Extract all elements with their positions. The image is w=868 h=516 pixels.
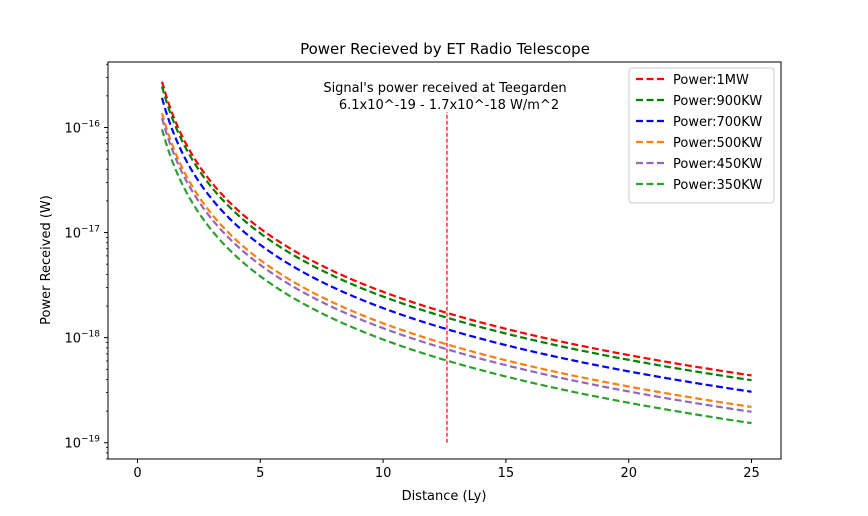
legend-label: Power:900KW	[673, 94, 762, 109]
x-tick-label: 20	[620, 466, 637, 481]
legend-label: Power:1MW	[673, 73, 749, 88]
annotation-line-1: Signal's power received at Teegarden	[323, 81, 566, 96]
x-axis-label: Distance (Ly)	[402, 489, 487, 504]
series-line-6	[160, 129, 752, 425]
series-line-5	[160, 117, 752, 413]
y-tick-label: 10−19	[64, 435, 100, 452]
series-line-3	[160, 97, 752, 393]
x-tick-label: 5	[256, 466, 264, 481]
series-line-1	[160, 81, 752, 377]
chart-title: Power Recieved by ET Radio Telescope	[300, 40, 590, 58]
x-tick-label: 0	[133, 466, 141, 481]
series-line-4	[160, 112, 752, 408]
axes-frame	[107, 61, 782, 460]
y-axis-label: Power Received (W)	[39, 195, 54, 325]
x-tick-label: 15	[498, 466, 515, 481]
legend-box	[628, 67, 775, 204]
annotation-line-2: 6.1x10^-19 - 1.7x10^-18 W/m^2	[339, 98, 559, 113]
legend-label: Power:500KW	[673, 136, 762, 151]
y-tick-label: 10−18	[64, 330, 100, 347]
legend-label: Power:350KW	[673, 178, 762, 193]
y-tick-label: 10−16	[64, 119, 100, 136]
y-tick-label: 10−17	[64, 225, 100, 242]
legend: Power:1MW Power:900KW Power:700KW Power:500…	[628, 67, 775, 204]
series-line-2	[160, 86, 752, 382]
x-tick-label: 25	[743, 466, 760, 481]
plot-lines	[160, 81, 752, 443]
legend-label: Power:450KW	[673, 157, 762, 172]
annotation: Signal's power received at Teegarden 6.1…	[323, 81, 566, 113]
x-axis: 0 5 10 15 20 25	[133, 459, 760, 481]
legend-label: Power:700KW	[673, 115, 762, 130]
x-tick-label: 10	[375, 466, 392, 481]
y-axis: 10−19 10−18 10−17 10−16	[64, 63, 108, 460]
